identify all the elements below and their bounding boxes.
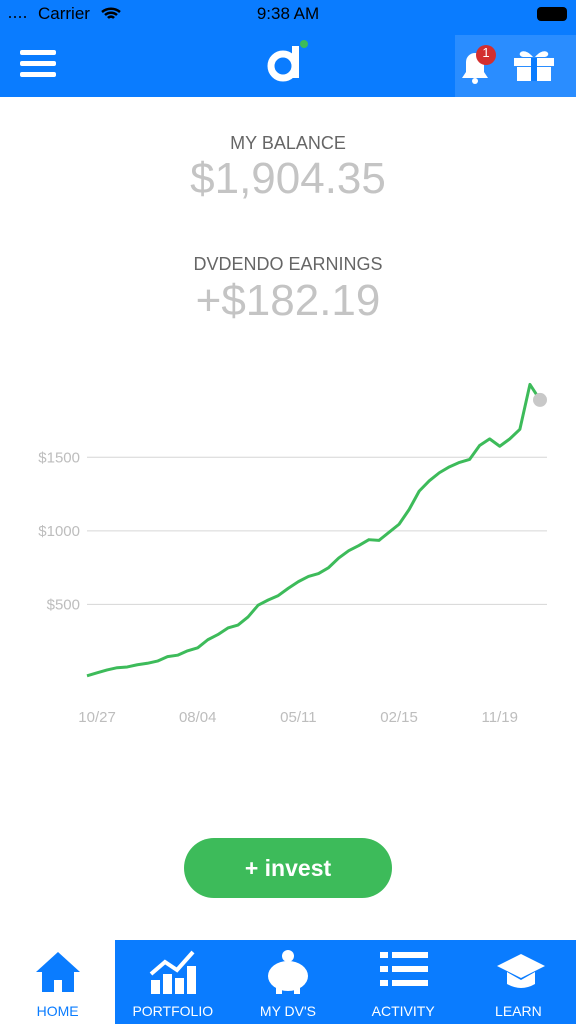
x-tick-label: 08/04	[179, 709, 217, 726]
balance-value: $1,904.35	[190, 154, 386, 203]
balance-label: MY BALANCE	[230, 133, 346, 153]
tab-label: ACTIVITY	[371, 1003, 435, 1019]
header-icons	[9, 7, 576, 97]
home-icon	[36, 952, 80, 992]
list-icon	[379, 952, 428, 986]
notification-badge: 1	[482, 45, 490, 60]
tab-bar: HOME PORTFOLIO MY DV'S ACTIVITY LEARN	[0, 940, 576, 1024]
header: Carrier 9:38 AM 1	[0, 0, 576, 97]
tab-learn[interactable]: LEARN	[461, 940, 576, 1024]
x-tick-label: 02/15	[380, 709, 418, 726]
portfolio-icon	[149, 950, 197, 994]
chart: $500 $1000 $1500 10/27 08/04 05/11 02/15 11/19	[38, 382, 547, 726]
y-tick-label: $1000	[38, 523, 80, 540]
cap-icon	[496, 954, 545, 988]
tab-home[interactable]: HOME	[0, 940, 116, 1024]
tab-label: HOME	[36, 1003, 79, 1019]
bell-icon[interactable]	[462, 45, 496, 84]
logo	[267, 40, 308, 82]
tab-label: PORTFOLIO	[132, 1003, 214, 1019]
tab-portfolio[interactable]: PORTFOLIO	[115, 940, 230, 1024]
tab-activity[interactable]: ACTIVITY	[346, 940, 461, 1024]
y-tick-label: $500	[47, 596, 80, 613]
x-tick-label: 11/19	[482, 709, 518, 726]
piggy-icon	[268, 950, 309, 994]
tab-label: LEARN	[495, 1003, 542, 1019]
clock: 9:38 AM	[256, 4, 320, 23]
invest-button[interactable]: + invest	[184, 838, 392, 898]
tab-my-dvs[interactable]: MY DV'S	[230, 940, 345, 1024]
end-point	[533, 392, 547, 407]
earnings-label: DVDENDO EARNINGS	[193, 254, 383, 274]
y-tick-label: $1500	[38, 449, 80, 466]
carrier: Carrier	[38, 4, 90, 23]
gift-icon[interactable]	[514, 51, 554, 81]
x-tick-label: 10/27	[78, 709, 116, 726]
data-line	[86, 382, 542, 678]
menu-icon[interactable]	[20, 50, 56, 77]
x-tick-label: 05/11	[280, 709, 316, 726]
earnings-value: +$182.19	[195, 276, 381, 325]
tab-label: MY DV'S	[259, 1003, 317, 1019]
